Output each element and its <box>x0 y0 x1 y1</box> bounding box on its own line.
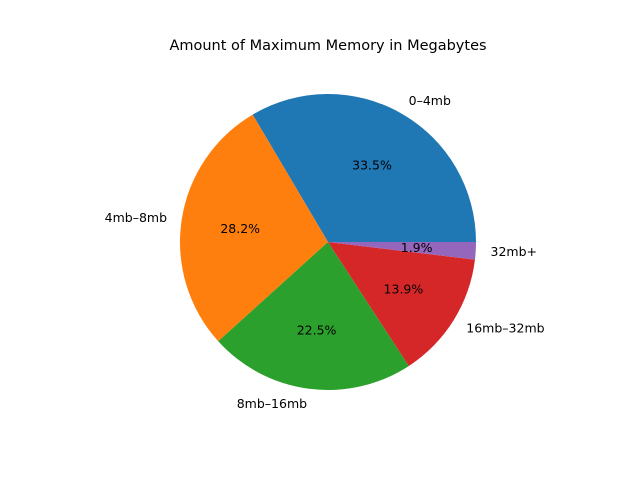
slice-percent-label: 28.2% <box>220 221 260 236</box>
pie-slice <box>218 242 409 390</box>
pie-slice <box>179 114 328 342</box>
category-labels: 0–4mb 4mb–8mb 8mb–16mb 16mb–32mb 32mb+ <box>105 93 545 411</box>
slice-percent-label: 1.9% <box>401 240 433 255</box>
pie-slices <box>179 93 476 390</box>
slice-percent-label: 22.5% <box>297 323 337 338</box>
slice-category-label: 4mb–8mb <box>105 210 167 225</box>
slice-category-label: 16mb–32mb <box>466 320 544 335</box>
pie-slice <box>252 93 476 242</box>
slice-percent-label: 33.5% <box>352 157 392 172</box>
slice-category-label: 32mb+ <box>491 244 538 259</box>
slice-category-label: 0–4mb <box>409 93 451 108</box>
pie-slice <box>328 242 475 366</box>
percent-labels: 33.5% 28.2% 22.5% 13.9% 1.9% <box>220 157 432 337</box>
chart-title: Amount of Maximum Memory in Megabytes <box>169 38 486 54</box>
slice-percent-label: 13.9% <box>384 281 424 296</box>
slice-category-label: 8mb–16mb <box>237 396 307 411</box>
pie-slice <box>328 242 476 260</box>
